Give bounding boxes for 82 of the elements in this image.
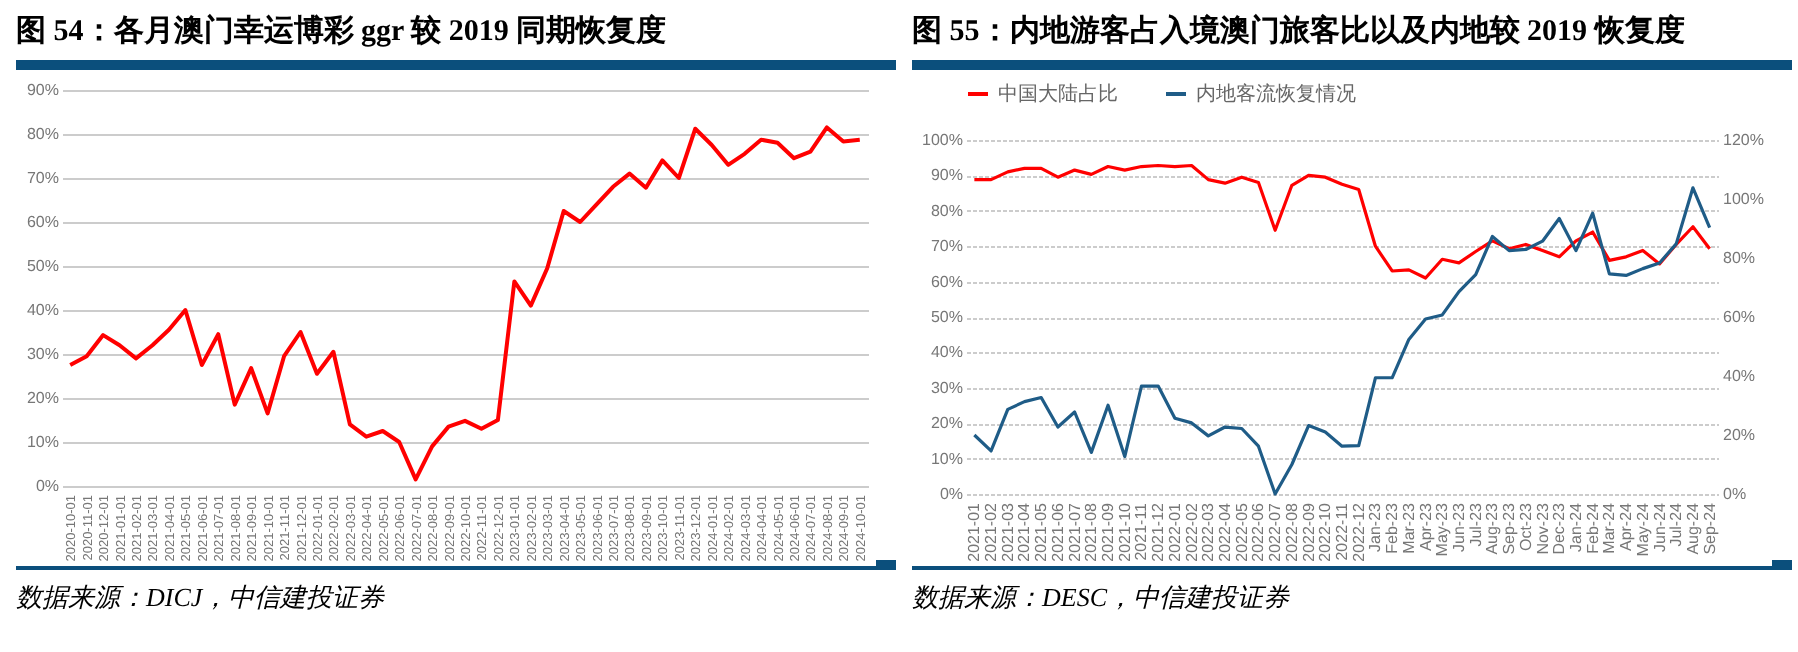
x-tick-label: 2022-12 (1349, 501, 1368, 562)
y-tick-label: 50% (930, 308, 963, 326)
x-tick-label: 2022-01 (1165, 501, 1184, 562)
line-series (68, 125, 862, 482)
y-tick-label: 10% (26, 433, 59, 451)
x-tick-label: 2021-10 (1115, 501, 1134, 562)
y-tick-label: 40% (26, 301, 59, 319)
x-tick-label: 2021-03 (998, 501, 1017, 562)
x-tick-label: 2022-08 (1282, 501, 1301, 562)
x-tick-label: Jul-24 (1667, 501, 1686, 547)
y-tick-label: 20% (930, 414, 963, 433)
x-tick-label: 2022-10 (1316, 501, 1335, 562)
y-tick-label: 30% (930, 378, 963, 397)
y-tick-label: 70% (930, 237, 963, 256)
y2-tick-label: 40% (1723, 367, 1756, 385)
y-tick-label: 0% (35, 477, 59, 495)
x-tick-label: 2021-12 (1149, 501, 1168, 562)
line-series (972, 186, 1712, 496)
x-tick-label: Apr-23 (1416, 501, 1435, 552)
y2-tick-label: 80% (1723, 249, 1756, 267)
x-tick-label: 2021-04 (1015, 501, 1034, 562)
x-tick-label: 2021-08 (1082, 501, 1101, 562)
x-tick-label: Jun-23 (1449, 501, 1468, 552)
x-tick-label: Feb-24 (1583, 501, 1602, 554)
source-note: 数据来源：DICJ，中信建投证券 (16, 580, 387, 616)
y2-tick-label: 0% (1723, 485, 1747, 503)
y2-tick-label: 120% (1723, 131, 1764, 149)
legend-label: 内地客流恢复情况 (1196, 82, 1356, 106)
y-tick-label: 0% (939, 485, 963, 503)
x-tick-label: 2021-02 (982, 501, 1001, 562)
y-tick-label: 90% (26, 81, 59, 99)
y-tick-label: 90% (930, 166, 963, 185)
chart-title: 图 54：各月澳门幸运博彩 ggr 较 2019 同期恢复度 (16, 0, 896, 70)
y-tick-label: 50% (26, 257, 59, 275)
x-tick-label: Sep-23 (1500, 501, 1519, 555)
x-tick-label: Feb-23 (1383, 501, 1402, 554)
x-tick-label: 2022-02 (1182, 501, 1201, 562)
y-tick-label: 70% (26, 169, 59, 187)
x-tick-label: 2021-11 (1132, 501, 1151, 561)
y-tick-label: 10% (930, 449, 963, 468)
line-series (972, 163, 1712, 280)
y-tick-label: 60% (930, 272, 963, 291)
x-tick-label: Dec-23 (1550, 501, 1569, 555)
x-tick-label: Sep-24 (1700, 501, 1719, 555)
x-tick-label: May-23 (1433, 501, 1452, 557)
x-tick-label: 2021-05 (1032, 501, 1051, 562)
x-tick-label: Jan-24 (1566, 501, 1585, 552)
y-tick-label: 80% (26, 125, 59, 143)
x-tick-label: Aug-23 (1483, 501, 1502, 555)
x-tick-label: 2022-06 (1249, 501, 1268, 562)
x-tick-label: 2022-04 (1216, 501, 1235, 562)
y-tick-label: 20% (26, 389, 59, 407)
x-tick-label: Jan-23 (1366, 501, 1385, 552)
x-tick-label: May-24 (1633, 501, 1652, 557)
y2-tick-label: 60% (1723, 308, 1756, 326)
y-tick-label: 100% (922, 131, 963, 149)
y-tick-label: 60% (26, 213, 59, 231)
source-note: 数据来源：DESC，中信建投证券 (912, 580, 1292, 616)
x-tick-label: Apr-24 (1617, 501, 1636, 552)
chart-title: 图 55：内地游客占入境澳门旅客比以及内地较 2019 恢复度 (912, 0, 1792, 70)
x-tick-label: 2022-03 (1199, 501, 1218, 562)
x-tick-label: 2022-07 (1266, 501, 1285, 562)
x-tick-label: Jul-23 (1466, 501, 1485, 547)
x-tick-label: 2022-11 (1333, 501, 1351, 561)
x-tick-label: Aug-24 (1683, 501, 1702, 555)
y-tick-label: 30% (26, 345, 59, 363)
y-tick-label: 80% (930, 201, 963, 220)
y2-tick-label: 100% (1723, 190, 1764, 208)
x-tick-label: 2021-07 (1065, 501, 1084, 562)
x-tick-label: 2021-09 (1099, 501, 1118, 562)
x-tick-label: 2021-06 (1048, 501, 1067, 562)
x-tick-label: 2021-01 (965, 501, 984, 562)
x-tick-label: 2022-09 (1299, 501, 1318, 562)
x-tick-label: 2022-05 (1232, 501, 1251, 562)
legend-label: 中国大陆占比 (998, 82, 1118, 106)
x-tick-label: Mar-24 (1600, 501, 1619, 554)
y2-tick-label: 20% (1723, 426, 1756, 444)
y-tick-label: 40% (930, 343, 963, 362)
x-tick-label: Oct-23 (1516, 501, 1535, 552)
x-tick-label: Nov-23 (1533, 501, 1552, 555)
x-tick-label: Mar-23 (1399, 501, 1418, 554)
x-tick-label: Jun-24 (1650, 501, 1669, 552)
